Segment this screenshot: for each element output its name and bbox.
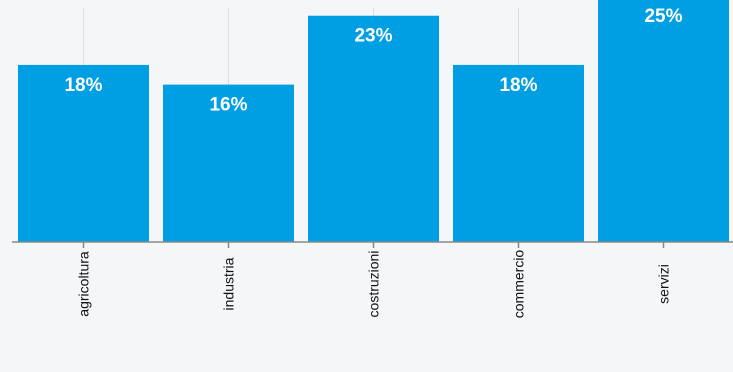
value-label-costruzioni: 23% [354,26,392,47]
bar-agricoltura [18,64,149,243]
bars [18,0,729,243]
category-label-commercio: commercio [511,250,527,319]
value-labels: 18% 16% 23% 18% 25% [64,6,682,116]
bar-industria [163,84,294,242]
x-axis-ticks [82,242,665,248]
value-label-industria: 16% [209,95,247,116]
bar-costruzioni [308,15,439,242]
bar-commercio [453,64,584,243]
bar-servizi [598,0,729,243]
category-label-costruzioni: costruzioni [366,251,382,318]
category-label-agricoltura: agricoltura [76,251,92,317]
category-label-industria: industria [221,257,237,310]
category-label-servizi: servizi [656,264,672,304]
category-labels: agricoltura industria costruzioni commercio… [76,250,672,319]
value-label-commercio: 18% [499,75,537,96]
value-label-agricoltura: 18% [64,75,102,96]
value-label-servizi: 25% [644,6,682,27]
